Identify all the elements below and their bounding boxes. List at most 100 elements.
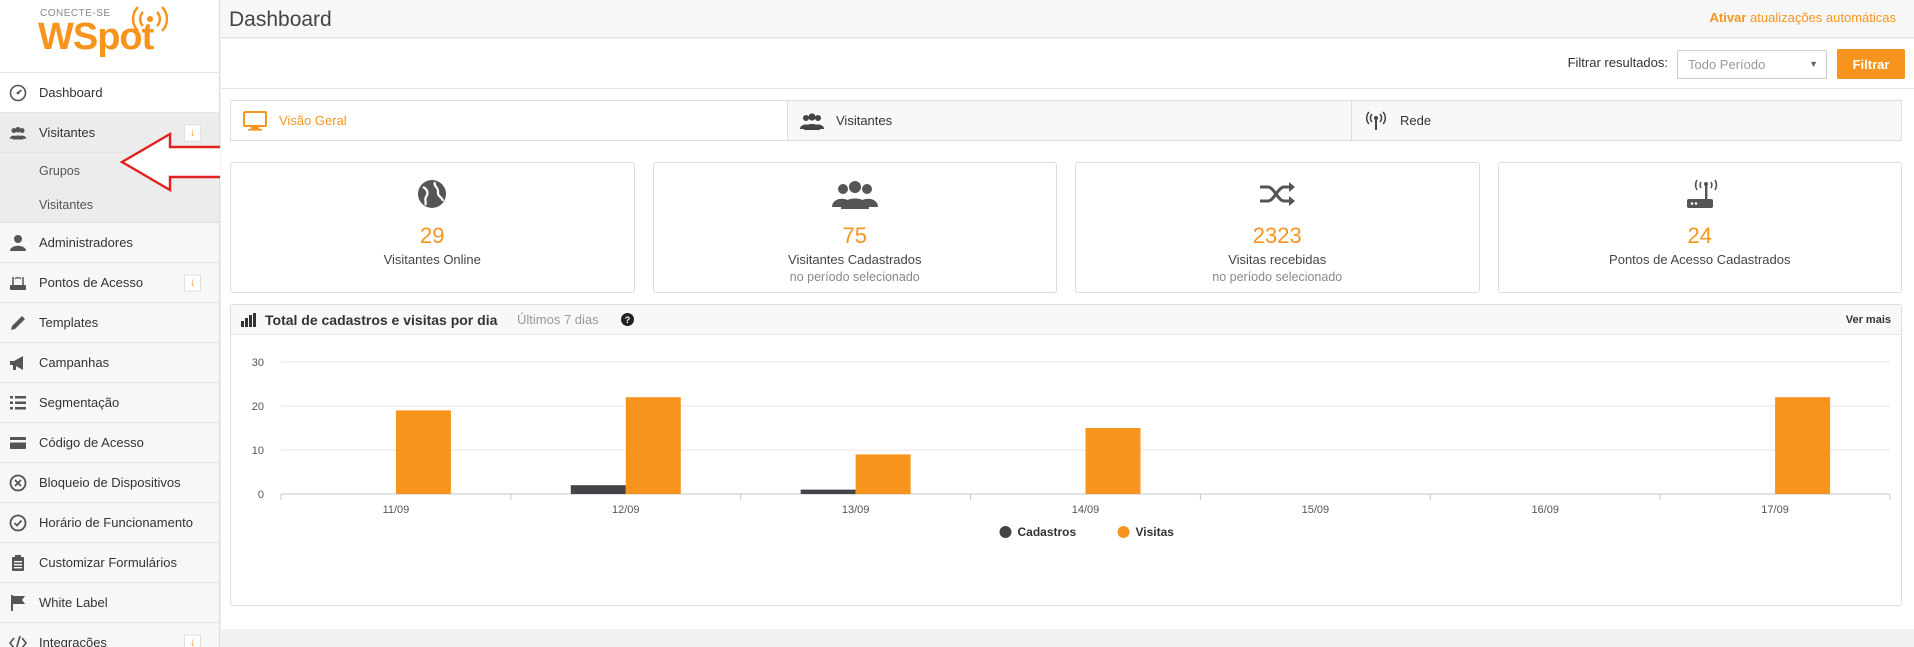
stat-value: 2323 [1252,223,1302,248]
legend-marker [999,526,1012,538]
filter-bar: Filtrar resultados: Todo Período ▼ Filtr… [221,39,1914,89]
sidebar-item-label: Bloqueio de Dispositivos [39,475,181,490]
sidebar-item-label: Integrações [39,635,107,647]
wifi-signal-icon [131,6,169,32]
flag-icon [8,594,28,612]
sidebar-item-label: Pontos de Acesso [39,275,144,290]
tab-visitantes[interactable]: Visitantes [788,101,1352,140]
dashboard-content: Visão Geral Visitantes Rede 29 Visitante… [221,89,1914,629]
sidebar-item-horario-de-funcionamento[interactable]: Horário de Funcionamento [0,503,219,543]
sidebar-item-label: White Label [39,595,108,610]
stat-sublabel: no período selecionado [1212,270,1343,284]
x-tick-label: 17/09 [1761,504,1789,516]
caret-down-icon: ▼ [1809,59,1818,69]
sidebar-item-bloqueio-de-dispositivos[interactable]: Bloqueio de Dispositivos [0,463,219,503]
monitor-icon [243,111,267,131]
router-icon [1677,179,1723,209]
sidebar-item-customizar-formularios[interactable]: Customizar Formulários [0,543,219,583]
x-tick-label: 13/09 [842,504,870,516]
tab-label: Rede [1400,113,1432,128]
auto-update-link[interactable]: Ativar atualizações automáticas [1710,10,1896,25]
user-icon [8,234,28,252]
help-icon[interactable]: ? [621,313,634,326]
legend-marker [1117,526,1130,538]
x-tick-label: 15/09 [1302,504,1330,516]
chart-panel: Total de cadastros e visitas por dia Últ… [230,304,1902,606]
shuffle-icon [1254,179,1300,209]
y-tick-label: 0 [258,489,264,501]
stat-card-visitantes-online: 29 Visitantes Online [230,162,635,293]
stats-cards: 29 Visitantes Online 75 Visitantes Cadas… [230,162,1902,293]
megaphone-icon [8,354,28,372]
sidebar-subitem-visitantes[interactable]: Visitantes [0,188,219,223]
x-tick-label: 11/09 [383,504,410,516]
bar-visitas [625,397,681,494]
sidebar-item-administradores[interactable]: Administradores [0,223,219,263]
code-icon [8,634,28,647]
globe-icon [409,179,455,209]
expand-arrow-icon[interactable]: ↓ [184,274,201,291]
ver-mais-link[interactable]: Ver mais [1845,314,1891,326]
credit-card-icon [8,434,28,452]
expand-arrow-icon[interactable]: ↓ [184,124,201,141]
legend-label: Visitas [1136,525,1175,539]
clipboard-icon [8,554,28,572]
expand-arrow-icon[interactable]: ↓ [184,634,201,647]
tab-rede[interactable]: Rede [1352,101,1901,140]
sidebar-item-label: Segmentação [39,395,120,410]
list-icon [8,394,28,412]
sidebar-item-templates[interactable]: Templates [0,303,219,343]
filter-button[interactable]: Filtrar [1837,49,1905,79]
red-arrow-annotation-icon [120,132,220,192]
period-select[interactable]: Todo Período ▼ [1677,50,1827,79]
y-tick-label: 30 [252,357,264,369]
sidebar-item-visitantes[interactable]: Visitantes ↓ [0,113,219,153]
sidebar-item-label: Administradores [39,235,133,250]
sidebar-item-white-label[interactable]: White Label [0,583,219,623]
tab-visao-geral[interactable]: Visão Geral [231,101,788,140]
stat-label: Visitas recebidas [1228,252,1327,267]
bar-chart: 0 10 20 30 11/09 12/09 13/09 14/09 15/09 16/09 17/… [252,357,1891,539]
auto-update-strong: Ativar [1709,10,1747,25]
tab-label: Visitantes [836,113,893,128]
sidebar-item-codigo-de-acesso[interactable]: Código de Acesso [0,423,219,463]
x-tick-label: 12/09 [612,504,640,516]
y-tick-label: 20 [252,401,264,413]
sidebar-item-label: Código de Acesso [39,435,144,450]
dashboard-gauge-icon [8,84,28,102]
sidebar-item-label: Templates [39,315,99,330]
stat-card-visitas-recebidas: 2323 Visitas recebidas no período seleci… [1075,162,1480,293]
y-tick-label: 10 [252,445,264,457]
legend-label: Cadastros [1018,525,1077,539]
sidebar-item-label: Horário de Funcionamento [39,515,193,530]
sidebar-item-label: Campanhas [39,355,110,370]
stat-label: Visitantes Online [383,252,481,267]
chart-title: Total de cadastros e visitas por dia [265,312,498,328]
users-group-icon [831,179,878,209]
bar-visitas [855,454,911,494]
sidebar-item-label: Visitantes [39,198,93,212]
tab-label: Visão Geral [279,113,347,128]
sidebar-item-label: Grupos [39,163,80,178]
stat-value: 29 [420,223,445,248]
sidebar-item-integracoes[interactable]: Integrações ↓ [0,623,219,647]
wspot-logo[interactable]: CONECTE-SE WSpot [0,0,219,73]
block-circle-icon [8,474,28,492]
router-icon [8,274,28,292]
chart-header: Total de cadastros e visitas por dia Últ… [231,305,1901,335]
sidebar-item-pontos-de-acesso[interactable]: Pontos de Acesso ↓ [0,263,219,303]
stat-value: 75 [842,223,867,248]
users-group-icon [8,124,28,142]
sidebar-item-segmentacao[interactable]: Segmentação [0,383,219,423]
sidebar-item-campanhas[interactable]: Campanhas [0,343,219,383]
bar-cadastros [570,485,626,494]
chart-subtitle: Últimos 7 dias [517,312,599,327]
bar-visitas [1085,428,1141,494]
clock-check-icon [8,514,28,532]
bar-visitas [1775,397,1831,494]
auto-update-text: atualizações automáticas [1750,10,1896,25]
sidebar-item-dashboard[interactable]: Dashboard [0,73,219,113]
sidebar-item-label: Visitantes [39,125,96,140]
bar-cadastros [800,489,856,494]
stat-sublabel: no período selecionado [789,270,920,284]
